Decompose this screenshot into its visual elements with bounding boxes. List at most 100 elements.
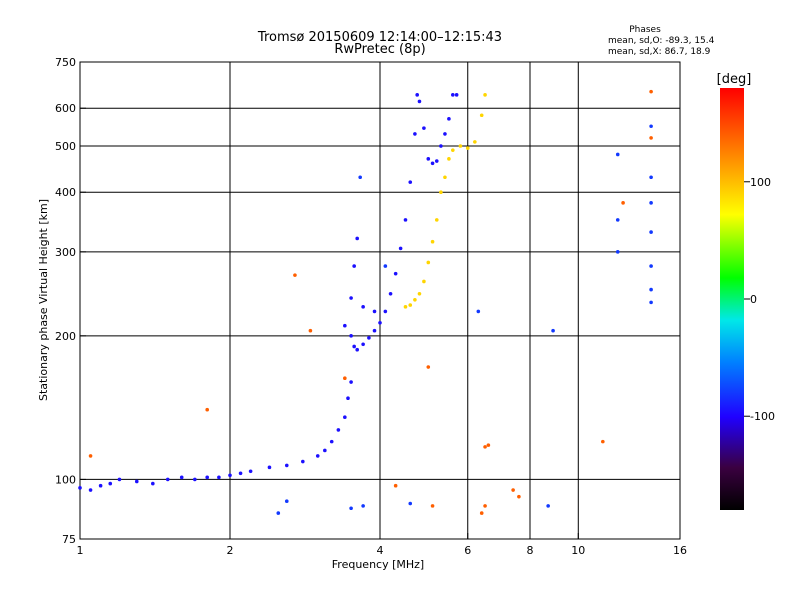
data-point-scatter-warm [343, 376, 347, 380]
stats-heading: Phases [629, 25, 661, 35]
data-point-o-mode [451, 93, 455, 97]
data-point-o-mode [343, 415, 347, 420]
x-tick-label: 1 [77, 544, 84, 557]
data-point-scatter [349, 506, 353, 511]
data-point-o-mode [393, 271, 398, 276]
colorbar: [deg] 100 0 -100 [717, 72, 775, 510]
data-point-o-mode [430, 161, 435, 166]
stats-o-line: mean, sd,O: -89.3, 15.4 [608, 36, 715, 46]
data-point-x-mode [403, 305, 408, 309]
data-point-o-mode [422, 126, 426, 130]
data-point-o-mode [367, 336, 371, 340]
data-point-scatter-warm [205, 407, 209, 412]
colorbar-ticks: 100 0 -100 [744, 176, 775, 423]
data-point-o-mode [415, 93, 419, 97]
data-point-o-mode [108, 481, 113, 486]
y-tick-label: 750 [55, 56, 76, 69]
data-point-x-mode [473, 140, 477, 144]
data-point-o-mode [398, 246, 403, 251]
data-point-scatter [649, 264, 653, 268]
data-point-scatter [361, 504, 365, 508]
data-point-scatter-warm [649, 136, 653, 140]
x-tick-label: 2 [227, 544, 234, 557]
grid-lines [80, 62, 680, 539]
data-point-o-mode [413, 132, 417, 136]
chart-title: Tromsø 20150609 12:14:00–12:15:43 [257, 30, 502, 45]
data-point-o-mode [346, 396, 350, 400]
data-point-o-mode [165, 477, 170, 482]
x-tick-label: 16 [673, 544, 687, 557]
data-point-scatter-warm [430, 504, 435, 508]
data-point-o-mode [434, 159, 439, 163]
colorbar-gradient [720, 88, 744, 510]
data-point-x-mode [417, 291, 422, 296]
data-point-scatter-warm [479, 511, 484, 515]
data-point-scatter [649, 300, 653, 305]
data-point-o-mode [179, 475, 184, 480]
data-point-o-mode [301, 459, 305, 464]
data-point-x-mode [465, 146, 470, 150]
x-tick-label: 4 [377, 544, 384, 557]
x-tick-label: 8 [527, 544, 534, 557]
data-points [78, 89, 653, 515]
y-tick-label: 500 [55, 140, 76, 153]
data-point-o-mode [284, 463, 289, 468]
data-point-scatter-warm [621, 201, 625, 205]
data-point-scatter-warm [649, 89, 653, 94]
data-point-o-mode [151, 481, 155, 486]
data-point-o-mode [361, 305, 365, 309]
colorbar-tick-label: 0 [750, 293, 757, 306]
data-point-o-mode [403, 218, 408, 222]
data-point-o-mode [361, 342, 365, 347]
data-point-x-mode [408, 303, 413, 307]
data-point-scatter-warm [88, 454, 93, 458]
data-point-scatter [615, 152, 620, 157]
data-point-o-mode [88, 488, 93, 492]
data-point-x-mode [483, 93, 487, 97]
data-point-scatter [551, 328, 555, 333]
data-point-scatter-warm [511, 488, 515, 492]
data-point-o-mode [217, 475, 221, 480]
data-point-scatter [276, 511, 281, 515]
data-point-scatter [615, 250, 620, 254]
data-point-o-mode [228, 473, 232, 478]
data-point-o-mode [134, 479, 139, 484]
data-point-o-mode [336, 428, 341, 432]
y-tick-label: 200 [55, 330, 76, 343]
data-point-o-mode [343, 323, 347, 328]
data-point-o-mode [388, 291, 393, 296]
data-point-x-mode [443, 175, 447, 180]
data-point-o-mode [193, 477, 197, 482]
data-point-o-mode [248, 469, 253, 474]
data-point-o-mode [78, 486, 82, 490]
data-point-scatter-warm [293, 273, 297, 277]
data-point-x-mode [439, 190, 443, 195]
data-point-o-mode [372, 328, 377, 333]
data-point-scatter [383, 264, 388, 268]
data-point-o-mode [426, 157, 431, 161]
data-point-o-mode [238, 471, 243, 476]
data-point-x-mode [426, 260, 431, 265]
y-axis-label: Stationary phase Virtual Height [km] [37, 199, 50, 401]
y-tick-label: 100 [55, 473, 76, 486]
x-tick-label: 10 [571, 544, 585, 557]
data-point-o-mode [352, 264, 356, 268]
data-point-scatter [408, 501, 413, 506]
data-point-scatter-warm [308, 328, 313, 333]
data-point-scatter [649, 230, 653, 234]
colorbar-label: [deg] [717, 72, 752, 87]
data-point-x-mode [413, 297, 417, 302]
stats-x-line: mean, sd,X: 86.7, 18.9 [608, 47, 711, 57]
data-point-scatter [476, 309, 481, 314]
data-point-scatter [649, 287, 653, 292]
data-point-scatter-warm [517, 494, 521, 499]
data-point-o-mode [447, 117, 451, 121]
data-point-o-mode [323, 448, 327, 453]
data-point-o-mode [372, 309, 377, 314]
data-point-scatter [649, 201, 653, 205]
data-point-scatter-warm [601, 439, 605, 444]
data-point-scatter [358, 175, 362, 180]
data-point-x-mode [447, 157, 451, 161]
data-point-o-mode [417, 99, 422, 104]
data-point-scatter-warm [486, 443, 491, 447]
